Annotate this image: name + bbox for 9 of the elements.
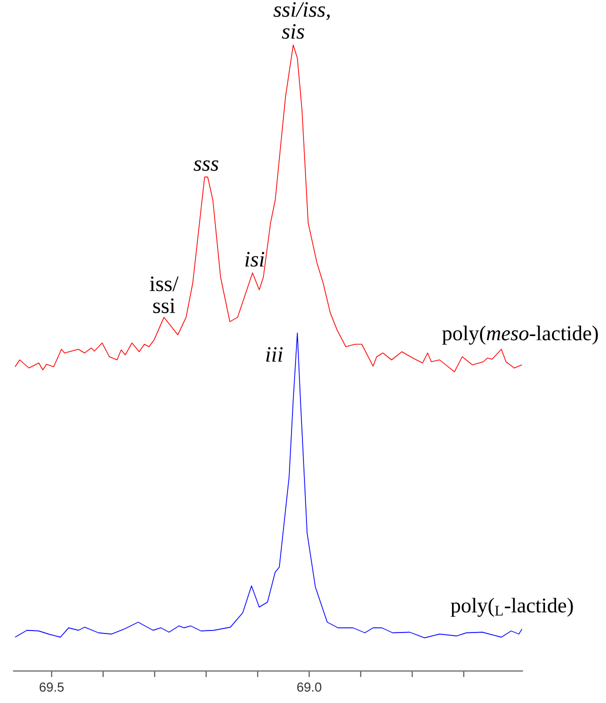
annotation: iss/ ssi: [150, 276, 179, 314]
annotation: iii: [266, 347, 283, 362]
series-label: poly(meso-lactide): [442, 326, 598, 345]
annotation: ssi/iss, sis: [274, 2, 330, 39]
annotation: isi: [245, 252, 264, 267]
x-tick-label: 69.5: [40, 682, 64, 692]
series-label: poly($_{L}$-lactide): [450, 598, 573, 617]
x-tick-label: 69.0: [297, 682, 322, 692]
annotation: sss: [194, 160, 218, 171]
